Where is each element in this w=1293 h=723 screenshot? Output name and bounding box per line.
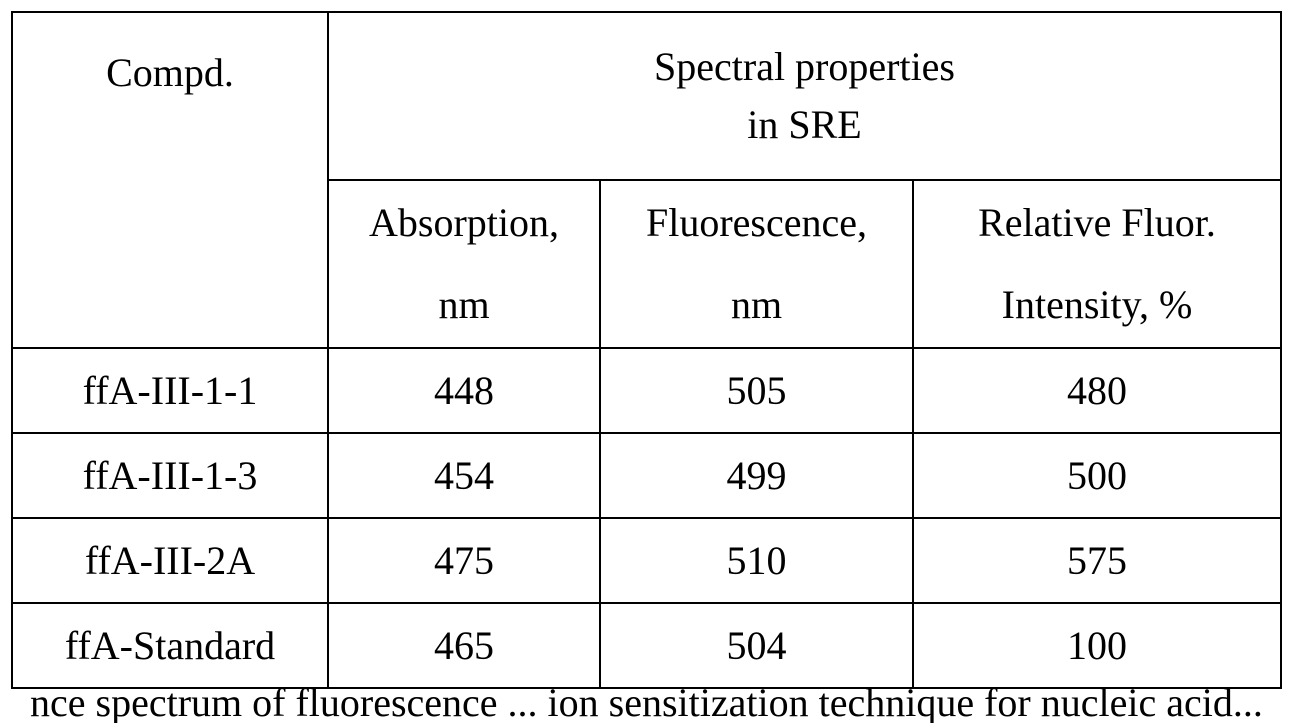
intensity-header-line2: Intensity, %: [1001, 282, 1193, 327]
absorption-header-line2: nm: [438, 282, 490, 327]
table-row: ffA-Standard 465 504 100: [11, 602, 1282, 689]
fluorescence-header-line2: nm: [730, 282, 783, 327]
intensity-cell: 480: [912, 347, 1282, 434]
compound-cell: ffA-Standard: [11, 602, 329, 689]
intensity-header-line1: Relative Fluor.: [978, 200, 1216, 245]
absorption-cell: 448: [327, 347, 601, 434]
table-header-row: Compd. Spectral properties in SRE: [11, 11, 1282, 349]
cut-off-body-text: nce spectrum of fluorescence ... ion sen…: [30, 683, 1263, 723]
intensity-cell: 100: [912, 602, 1282, 689]
fluorescence-cell: 499: [599, 432, 914, 519]
table-row: ffA-III-2A 475 510 575: [11, 517, 1282, 604]
absorption-cell: 475: [327, 517, 601, 604]
table-row: ffA-III-1-3 454 499 500: [11, 432, 1282, 519]
intensity-cell: 575: [912, 517, 1282, 604]
fluorescence-cell: 505: [599, 347, 914, 434]
absorption-cell: 454: [327, 432, 601, 519]
table-subheader-row: Absorption, nm Fluorescence, nm Relative…: [12, 179, 1282, 349]
compound-column-header: Compd.: [11, 11, 329, 349]
absorption-column-header: Absorption, nm: [327, 179, 601, 349]
absorption-cell: 465: [327, 602, 601, 689]
fluorescence-cell: 510: [599, 517, 914, 604]
fluorescence-cell: 504: [599, 602, 914, 689]
intensity-column-header: Relative Fluor. Intensity, %: [912, 179, 1282, 349]
table-row: ffA-III-1-1 448 505 480: [11, 347, 1282, 434]
compound-cell: ffA-III-1-1: [11, 347, 329, 434]
spectral-properties-table: Compd. Spectral properties in SRE Absorp…: [11, 11, 1282, 689]
compound-cell: ffA-III-2A: [11, 517, 329, 604]
document-page: Compd. Spectral properties in SRE Absorp…: [11, 11, 1282, 723]
compound-cell: ffA-III-1-3: [11, 432, 329, 519]
spectral-properties-header: Spectral properties in SRE: [327, 11, 1282, 181]
spectral-header-line1: Spectral properties: [654, 44, 955, 89]
spectral-header-line2: in SRE: [747, 102, 862, 147]
intensity-cell: 500: [912, 432, 1282, 519]
fluorescence-column-header: Fluorescence, nm: [599, 179, 914, 349]
absorption-header-line1: Absorption,: [369, 200, 559, 245]
compound-header-label: Compd.: [106, 50, 234, 95]
fluorescence-header-line1: Fluorescence,: [645, 200, 867, 245]
